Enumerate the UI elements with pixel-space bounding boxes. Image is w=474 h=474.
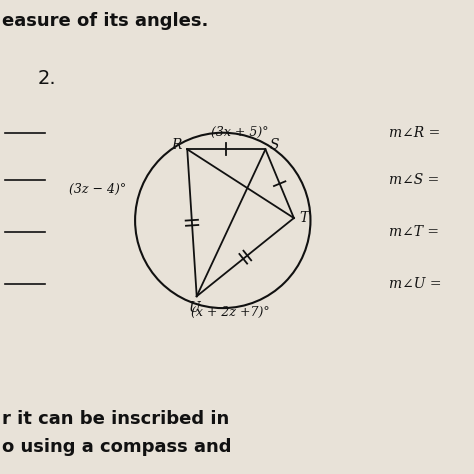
Text: U: U <box>189 301 200 315</box>
Text: m∠R =: m∠R = <box>389 126 440 140</box>
Text: m∠U =: m∠U = <box>389 277 441 292</box>
Text: (x + 2z +7)°: (x + 2z +7)° <box>191 306 269 319</box>
Text: m∠T =: m∠T = <box>389 225 438 239</box>
Text: o using a compass and: o using a compass and <box>2 438 232 456</box>
Text: S: S <box>269 137 279 152</box>
Text: (3z − 4)°: (3z − 4)° <box>69 183 126 196</box>
Text: R: R <box>172 137 182 152</box>
Text: easure of its angles.: easure of its angles. <box>2 12 209 30</box>
Text: r it can be inscribed in: r it can be inscribed in <box>2 410 229 428</box>
Text: 2.: 2. <box>38 69 56 88</box>
Text: (3x + 5)°: (3x + 5)° <box>210 126 268 139</box>
Text: m∠S =: m∠S = <box>389 173 439 187</box>
Text: T: T <box>300 211 309 225</box>
